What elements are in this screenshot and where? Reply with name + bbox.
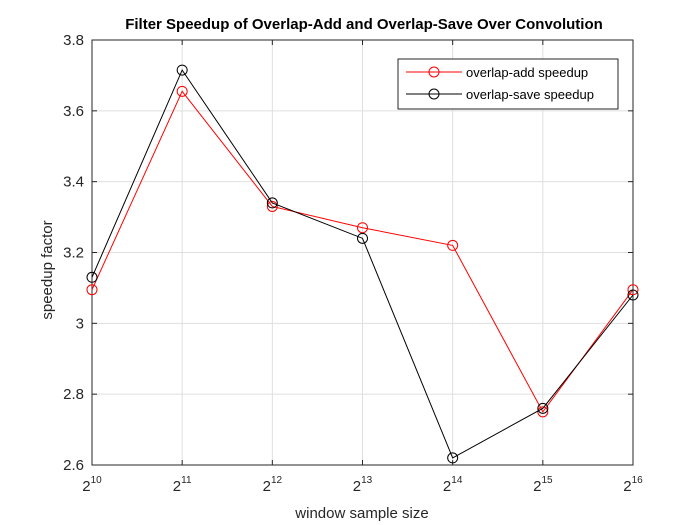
series-line-1 [91, 90, 634, 413]
chart-title: Filter Speedup of Overlap-Add and Overla… [125, 16, 603, 33]
y-axis-label: speedup factor [39, 220, 56, 319]
x-tick-label: 210 [82, 475, 102, 495]
data-point-series-2 [176, 64, 188, 76]
y-tick-label: 3.8 [63, 32, 84, 49]
data-point-series-1 [86, 284, 98, 296]
x-tick-label: 211 [173, 475, 192, 495]
legend-label-1: overlap-add speedup [466, 65, 588, 80]
data-point-series-1 [266, 200, 278, 212]
data-point-series-1 [627, 284, 639, 296]
legend-label-2: overlap-save speedup [466, 87, 594, 102]
data-point-series-2 [266, 197, 278, 209]
x-tick-label: 216 [623, 475, 643, 495]
data-point-series-2 [627, 289, 639, 301]
data-point-series-1 [447, 239, 459, 251]
y-tick-label: 2.6 [63, 457, 84, 474]
series [86, 64, 639, 464]
data-point-series-1 [537, 406, 549, 418]
data-point-series-2 [537, 402, 549, 414]
data-point-series-1 [176, 85, 188, 97]
legend-marker-1 [428, 66, 440, 78]
data-point-series-2 [447, 452, 459, 464]
data-point-series-1 [357, 222, 368, 234]
x-tick-label: 214 [443, 475, 463, 495]
x-tick-label: 215 [533, 475, 553, 495]
y-tick-label: 2.8 [63, 386, 84, 403]
y-tick-label: 3.4 [63, 174, 84, 191]
series-line-2 [91, 69, 634, 459]
data-point-series-2 [357, 232, 368, 244]
x-tick-label: 212 [263, 475, 283, 495]
axis-ticks: 210 211 212 213 214 215 216 2.6 2.8 3 3.2 3.4 3.6 3.8 [63, 32, 643, 495]
y-tick-label: 3.2 [63, 245, 84, 262]
x-axis-label: window sample size [294, 505, 428, 522]
legend: overlap-add speedup overlap-save speedup [397, 58, 619, 110]
legend-marker-2 [428, 88, 440, 100]
data-point-series-2 [86, 271, 98, 283]
x-tick-label: 213 [353, 475, 373, 495]
y-tick-label: 3 [76, 315, 84, 332]
y-tick-label: 3.6 [63, 103, 84, 120]
